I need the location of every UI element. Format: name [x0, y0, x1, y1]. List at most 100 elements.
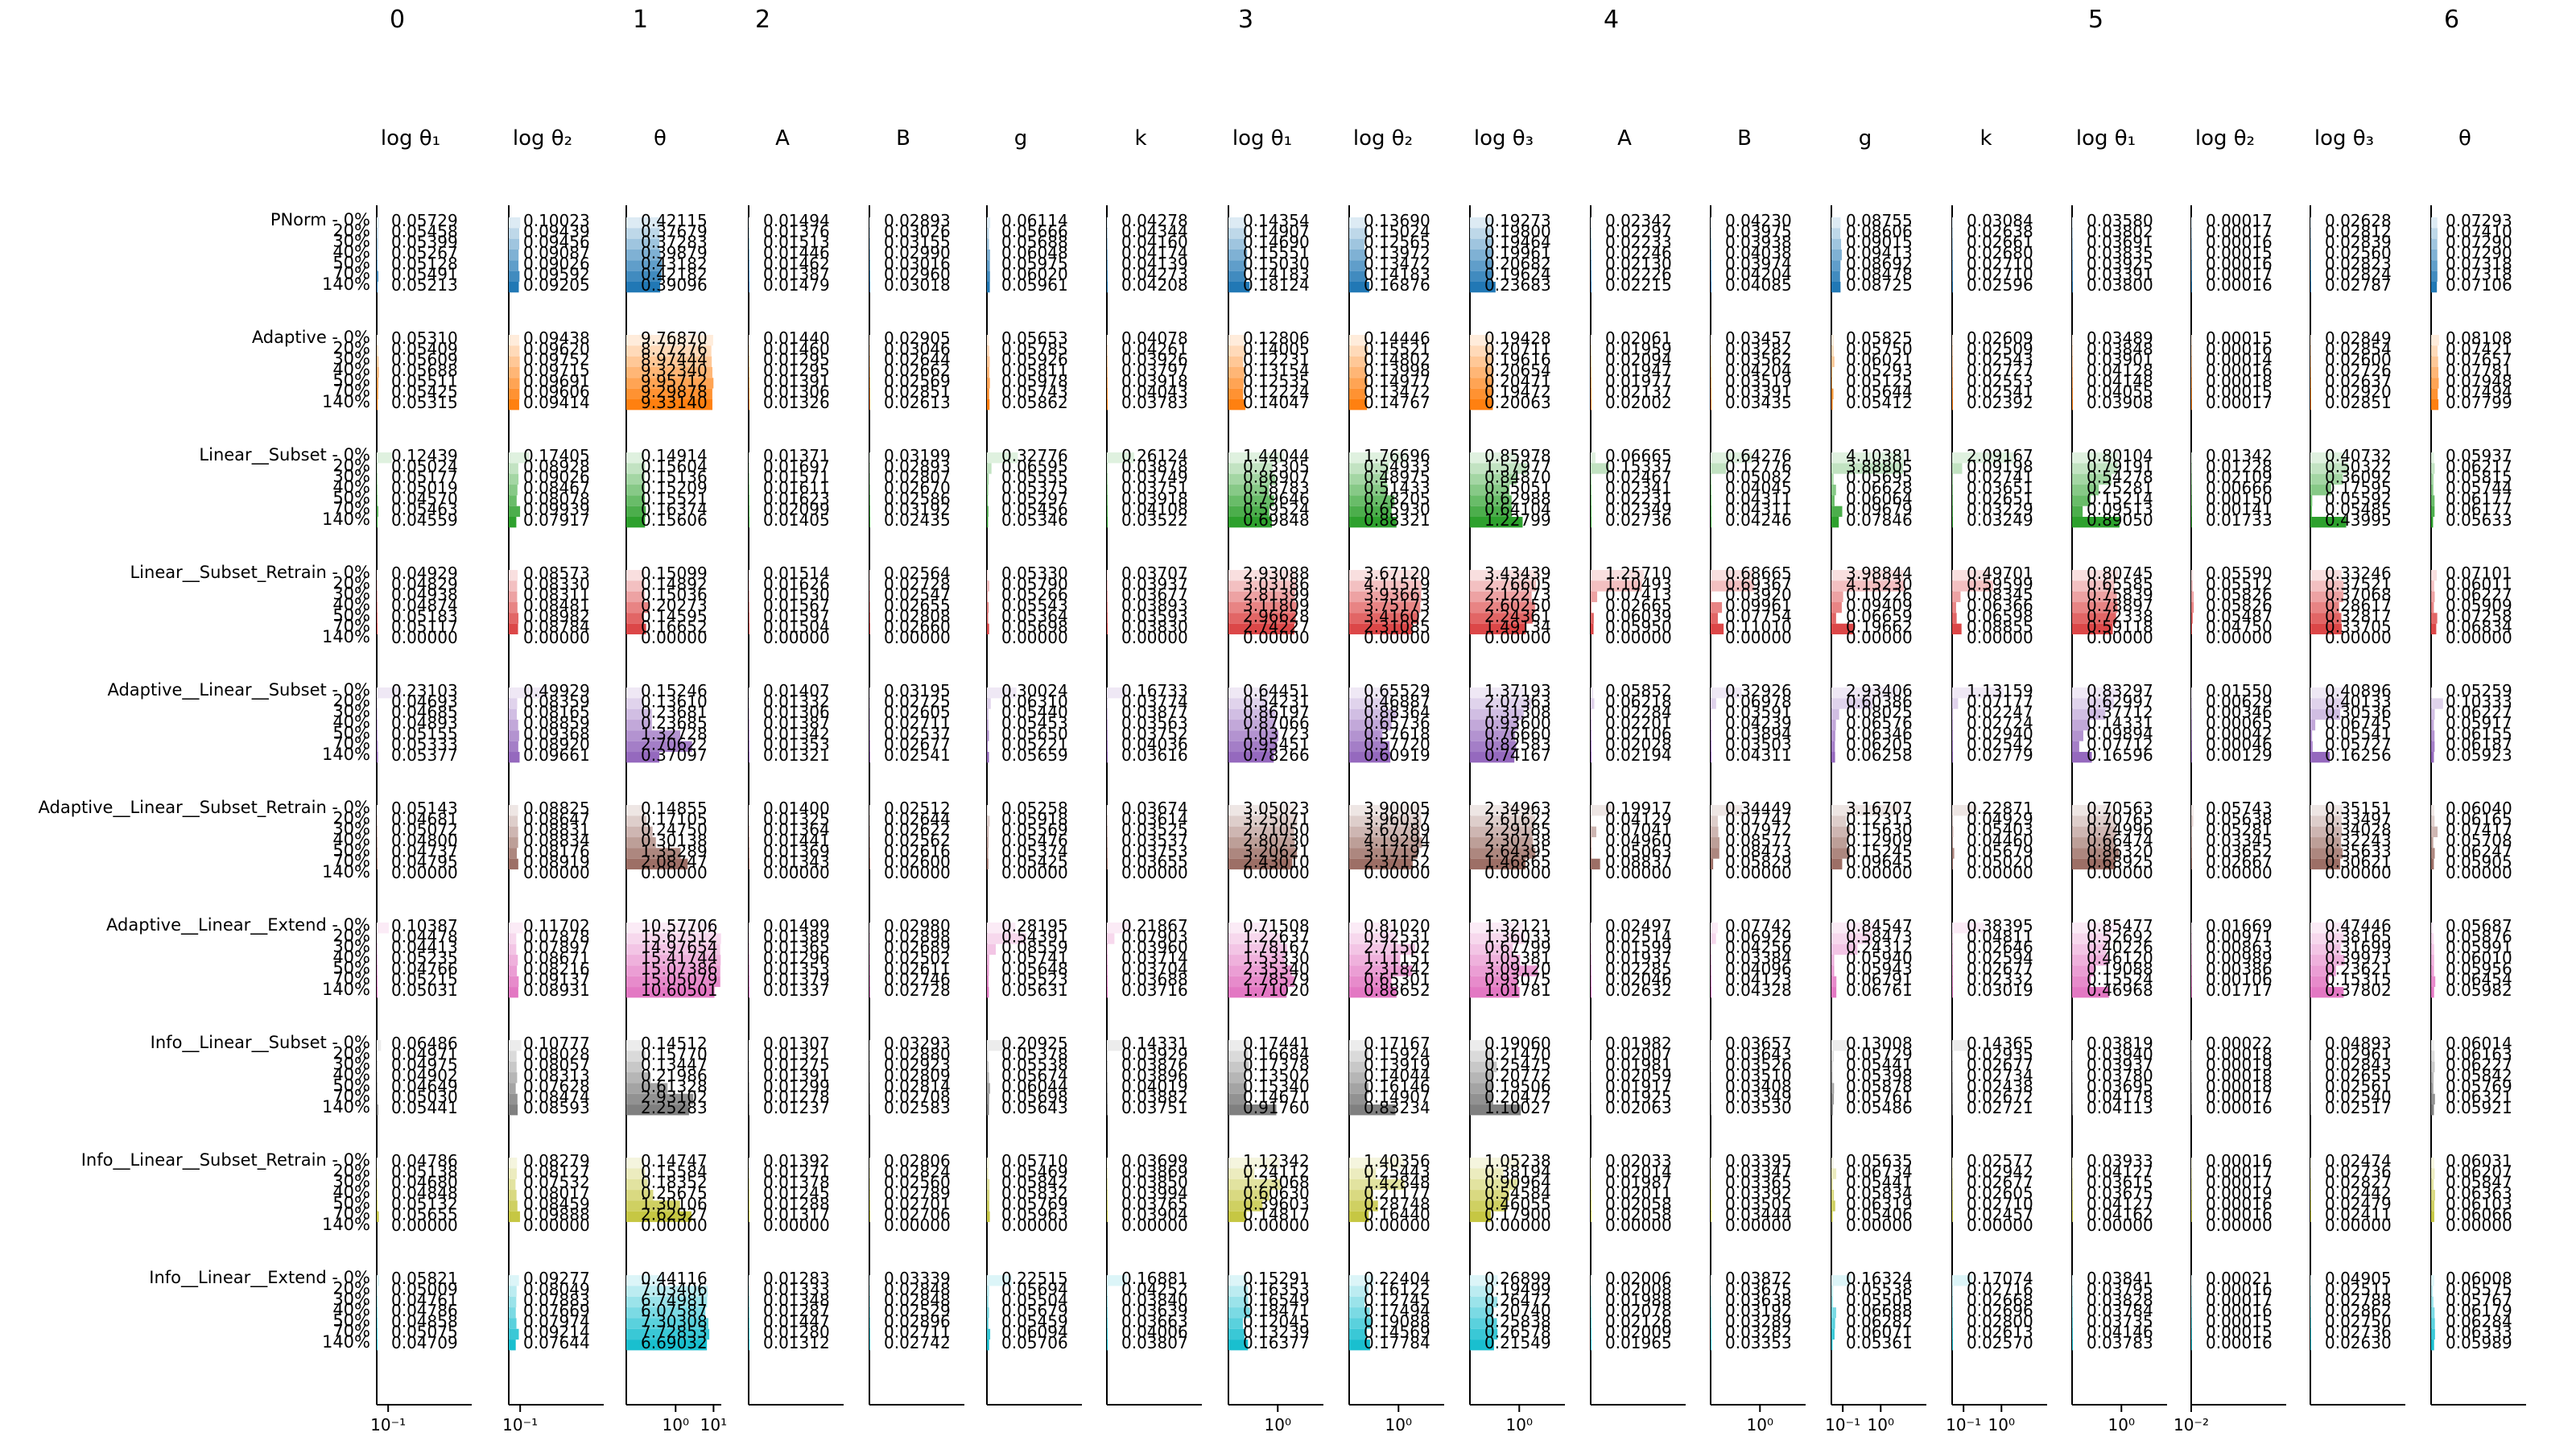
bar: [1952, 933, 1953, 944]
bar: [2310, 1340, 2311, 1351]
data-label: 0.01306: [763, 382, 830, 402]
data-label: 0.00000: [2446, 628, 2512, 647]
data-label: 0.09752: [523, 350, 590, 369]
bar: [2310, 356, 2311, 367]
data-label: 0.00000: [1846, 863, 1913, 882]
data-label: 0.05511: [391, 371, 458, 390]
panel: B0.042300.039750.039380.040380.039740.04…: [1710, 126, 1806, 1435]
data-label: 0.09456: [523, 233, 590, 252]
data-label: 0.15584: [641, 1162, 708, 1181]
bar: [987, 238, 989, 250]
row-label: 50%: [332, 1311, 370, 1330]
data-label: 0.02099: [763, 500, 830, 519]
data-label: 0.05031: [391, 980, 458, 1000]
data-label: 0.10023: [523, 211, 590, 230]
bar: [2431, 249, 2438, 261]
data-label: 0.02611: [884, 959, 951, 978]
panel: log θ₂0.136900.150240.125650.139720.1347…: [1348, 126, 1444, 1435]
bar: [1107, 1296, 1108, 1308]
bar: [869, 1307, 870, 1319]
row-label: 140%: [322, 510, 370, 529]
bar: [1831, 1083, 1835, 1094]
bar: [1107, 815, 1108, 827]
data-label: 0.03716: [1121, 980, 1188, 1000]
bar: [869, 1328, 870, 1340]
data-label: 0.08573: [523, 564, 590, 583]
bar: [626, 238, 660, 250]
bar: [869, 591, 870, 603]
data-label: 0.02711: [884, 1323, 951, 1342]
bar: [626, 452, 645, 464]
bar: [2431, 613, 2438, 624]
bar: [509, 943, 517, 956]
data-label: 0.61328: [641, 1076, 708, 1096]
data-label: 0.01342: [763, 724, 830, 743]
bar: [2310, 730, 2313, 741]
bar: [509, 345, 520, 357]
bar: [1107, 1286, 1108, 1297]
data-label: 0.00017: [2206, 393, 2273, 412]
bar: [2191, 730, 2192, 741]
bar: [1952, 249, 1953, 261]
bar: [509, 580, 518, 592]
data-label: 0.05609: [391, 350, 458, 369]
data-label: 0.15036: [641, 585, 708, 605]
bar: [509, 517, 517, 528]
bar: [1107, 1051, 1108, 1062]
bar: [1831, 1040, 1847, 1051]
bar: [1107, 1307, 1108, 1319]
bar: [2431, 1168, 2435, 1179]
bar: [377, 955, 378, 966]
bar: [626, 570, 645, 581]
panel-title: B: [1737, 126, 1752, 151]
row-label: 20%: [332, 338, 370, 357]
data-label: 0.89050: [2087, 510, 2153, 530]
data-label: 0.05399: [391, 233, 458, 252]
data-label: 0.04693: [391, 691, 458, 711]
bar: [626, 826, 653, 838]
data-label: 0.04971: [391, 1044, 458, 1063]
bar: [626, 249, 661, 261]
bar: [1952, 1328, 1953, 1340]
bar: [509, 623, 518, 635]
bar: [2191, 965, 2192, 976]
bar: [1831, 238, 1842, 250]
row-label: Adaptive__Linear__Subset_Retrain - 0%: [39, 798, 370, 818]
data-label: 0.05117: [391, 617, 458, 637]
data-label: 0.05811: [1001, 361, 1068, 380]
bar: [1107, 708, 1108, 720]
data-label: 0.37283: [641, 233, 708, 252]
data-label: 0.02814: [884, 1076, 951, 1096]
bar: [377, 752, 378, 763]
data-label: 0.05975: [1001, 254, 1068, 273]
bar: [626, 1286, 708, 1297]
data-label: 0.08784: [523, 617, 590, 637]
bar: [1952, 485, 1953, 496]
data-label: 0.02670: [884, 478, 951, 497]
bar: [1228, 1328, 1245, 1340]
bar: [1107, 741, 1108, 753]
data-label: 0.02806: [884, 1151, 951, 1170]
bar: [1952, 1200, 1953, 1212]
bar: [1107, 943, 1108, 956]
bar: [626, 815, 647, 827]
bar: [1831, 281, 1841, 293]
data-label: 0.03616: [1121, 745, 1188, 765]
data-label: 0.05659: [1001, 745, 1068, 765]
data-label: 0.09026: [523, 254, 590, 273]
bar: [1107, 1328, 1108, 1340]
data-label: 0.08078: [523, 489, 590, 508]
bar: [2191, 591, 2194, 603]
bar: [2072, 1340, 2073, 1351]
bar: [626, 623, 646, 635]
group-header: 4: [1604, 6, 1619, 34]
data-label: 0.02736: [1605, 510, 1672, 530]
bar: [869, 281, 870, 293]
bar: [987, 570, 989, 581]
bar: [869, 837, 870, 848]
bar: [1952, 1093, 1953, 1105]
bar: [987, 378, 990, 389]
bar: [869, 228, 870, 239]
row-label: 70%: [332, 969, 370, 989]
data-label: 0.05132: [391, 1194, 458, 1213]
